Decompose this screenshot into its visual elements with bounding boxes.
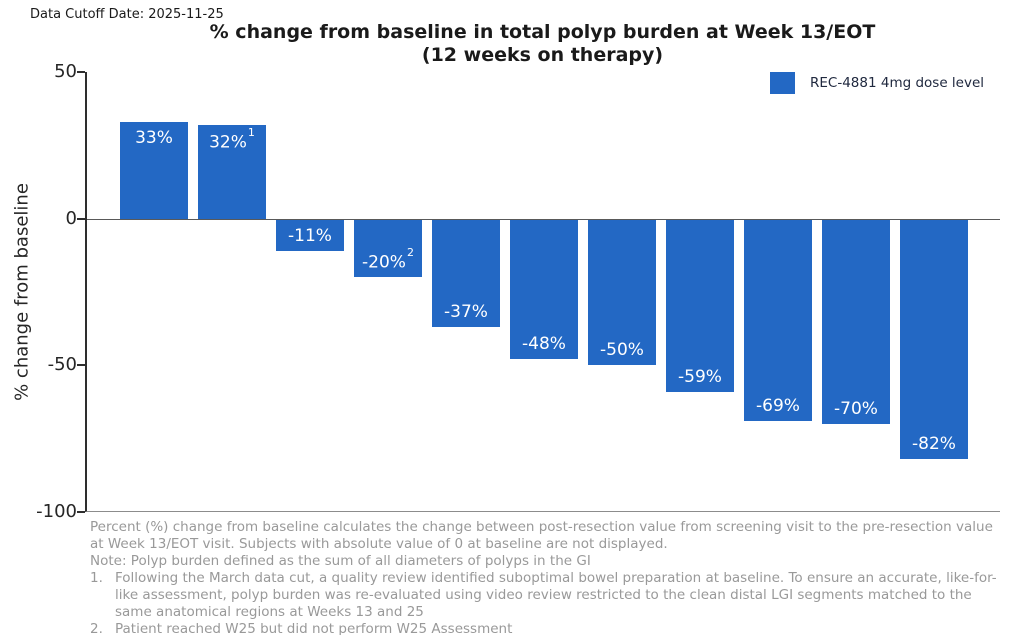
y-tick-mark (77, 364, 85, 367)
legend: REC-4881 4mg dose level (770, 72, 984, 94)
y-tick-label: 50 (54, 61, 77, 82)
legend-label: REC-4881 4mg dose level (810, 75, 985, 91)
footnote-note: Note: Polyp burden defined as the sum of… (90, 553, 591, 569)
footnote-definition: Percent (%) change from baseline calcula… (90, 519, 993, 552)
bar-value-label: -82% (912, 434, 956, 455)
footnote-text: Patient reached W25 but did not perform … (115, 621, 513, 635)
bar-value-label: 33% (135, 127, 173, 148)
bar-value-label: 32%1 (209, 125, 255, 153)
y-tick-mark (77, 511, 85, 513)
bar-value-label: -69% (756, 396, 800, 417)
bar-value-label: -11% (288, 225, 332, 246)
bar--20pct: -20%2 (354, 218, 422, 278)
footnote-text: Following the March data cut, a quality … (115, 570, 997, 620)
bar--70pct: -70% (822, 218, 890, 424)
bar--50pct: -50% (588, 218, 656, 366)
footnotes: Percent (%) change from baseline calcula… (90, 519, 1006, 635)
bar-33pct: 33% (120, 121, 188, 219)
bar--11pct: -11% (276, 218, 344, 251)
bar--82pct: -82% (900, 218, 968, 460)
y-tick-label: -100 (36, 501, 77, 522)
bar--48pct: -48% (510, 218, 578, 360)
bar-value-label: -59% (678, 366, 722, 387)
bar-value-label: -70% (834, 398, 878, 419)
footnote-number: 1. (90, 570, 103, 586)
y-tick-mark (77, 217, 85, 220)
zero-baseline (87, 218, 1000, 220)
bar-value-label: -20%2 (362, 245, 414, 273)
bar-label-footnote-marker: 2 (406, 245, 414, 259)
bar--69pct: -69% (744, 218, 812, 422)
y-tick-label: 0 (65, 207, 77, 229)
legend-swatch (770, 72, 795, 94)
bar--59pct: -59% (666, 218, 734, 392)
chart-title-line1: % change from baseline in total polyp bu… (209, 21, 876, 43)
plot-area: 33% 32%1 -11% -20%2 -37% -48% -50% -59% -69% -70%… (85, 72, 1000, 512)
bar-value-label: -48% (522, 334, 566, 355)
bar-value-label: -50% (600, 340, 644, 361)
y-tick-mark (77, 71, 85, 73)
bar-value-label: -37% (444, 302, 488, 323)
footnote-item-2: 2. Patient reached W25 but did not perfo… (90, 621, 1006, 635)
footnote-item-1: 1. Following the March data cut, a quali… (90, 570, 1006, 621)
bar--37pct: -37% (432, 218, 500, 328)
chart-title-line2: (12 weeks on therapy) (421, 44, 664, 66)
y-tick-label: -50 (47, 354, 77, 376)
footnote-number: 2. (90, 621, 103, 635)
bar-32pct: 32%1 (198, 124, 266, 219)
bar-label-footnote-marker: 1 (247, 125, 255, 139)
chart-title: % change from baseline in total polyp bu… (85, 21, 1000, 67)
data-cutoff-label: Data Cutoff Date: 2025-11-25 (30, 7, 224, 22)
